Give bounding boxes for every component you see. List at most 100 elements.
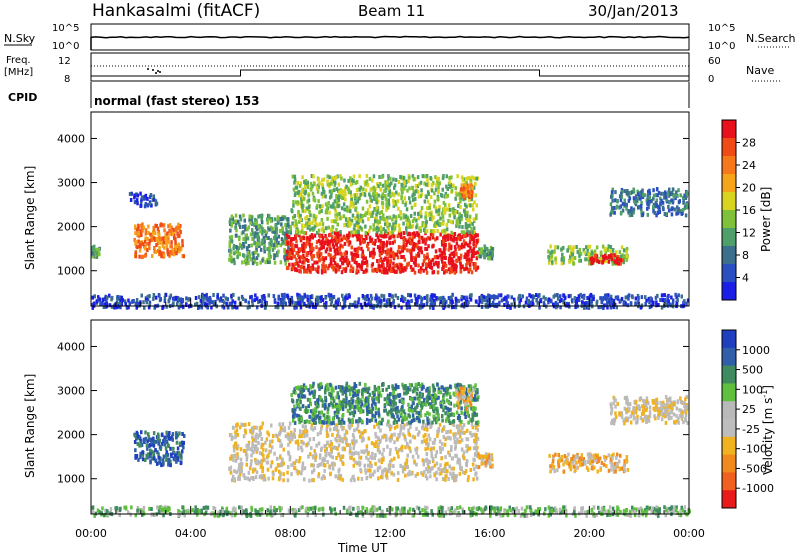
y-tick-label: 2000 [57,221,85,234]
scatter-cell [448,176,451,180]
scatter-cell [259,247,263,252]
scatter-cell [346,223,350,228]
scatter-cell [255,305,259,310]
scatter-cell [350,198,353,202]
scatter-cell [429,232,433,237]
scatter-cell [149,232,152,237]
scatter-cell [371,262,374,267]
scatter-cell [442,264,445,269]
scatter-cell [425,437,429,442]
scatter-cell [238,214,242,219]
scatter-cell [176,456,179,461]
scatter-cell [472,477,475,482]
scatter-cell [281,302,284,307]
scatter-cell [412,267,415,272]
scatter-cell [572,261,575,266]
scatter-cell [381,260,384,264]
scatter-cell [352,440,356,445]
scatter-cell [529,300,532,305]
scatter-cell [287,265,290,270]
scatter-cell [308,210,311,214]
scatter-cell [394,223,397,228]
scatter-cell [422,238,425,243]
scatter-cell [259,465,263,469]
scatter-cell [612,258,615,263]
scatter-cell [318,455,322,460]
scatter-cell [338,473,341,478]
scatter-cell [300,471,303,476]
scatter-cell [575,297,579,302]
scatter-cell [142,196,146,201]
scatter-cell [432,446,435,451]
scatter-cell [166,442,170,447]
scatter-cell [156,450,159,455]
scatter-cell [467,185,470,190]
scatter-cell [233,261,236,266]
scatter-cell [321,399,325,404]
scatter-cell [443,261,447,266]
scatter-cell [322,187,325,192]
scatter-cell [242,230,245,235]
scatter-cell [318,222,322,227]
scatter-cell [640,210,643,215]
scatter-cell [599,250,603,255]
scatter-cell [320,426,323,431]
scatter-cell [394,252,398,257]
scatter-cell [393,183,397,188]
scatter-cell [668,187,671,192]
scatter-cell [260,437,264,441]
scatter-cell [624,301,627,306]
scatter-cell [303,434,306,439]
scatter-cell [354,460,357,465]
scatter-cell [375,225,379,230]
scatter-cell [625,246,629,251]
scatter-cell [410,224,414,229]
scatter-cell [385,200,389,205]
scatter-cell [349,423,352,428]
scatter-cell [165,430,168,435]
scatter-cell [682,195,685,200]
scatter-cell [414,447,417,452]
scatter-cell [588,261,591,266]
scatter-cell [338,190,341,195]
scatter-cell [162,223,166,228]
colorbar-tick-label: 16 [742,204,756,217]
scatter-cell [491,300,495,305]
scatter-cell [643,193,646,198]
scatter-cell [401,465,405,470]
scatter-cell [251,299,254,304]
scatter-cell [388,423,391,428]
scatter-cell [321,178,324,183]
scatter-cell [251,441,254,446]
scatter-cell [284,235,287,240]
scatter-cell [281,297,285,301]
scatter-cell [325,449,328,454]
scatter-cell [458,416,462,420]
scatter-cell [433,199,437,204]
scatter-cell [367,217,370,222]
scatter-cell [137,457,140,462]
scatter-cell [628,196,632,201]
scatter-cell [426,446,430,451]
scatter-cell [345,430,349,435]
scatter-cell [406,248,409,253]
scatter-cell [160,254,163,259]
scatter-cell [459,199,462,204]
scatter-cell [342,202,346,207]
scatter-cell [127,305,130,310]
scatter-cell [441,214,445,219]
scatter-cell [449,234,453,238]
scatter-cell [367,436,371,441]
scatter-cell [414,189,418,194]
scatter-cell [400,187,403,192]
scatter-cell [348,233,351,238]
scatter-cell [582,295,586,300]
scatter-cell [461,302,464,307]
scatter-cell [612,300,615,305]
scatter-cell [352,204,355,209]
scatter-cell [395,269,399,274]
scatter-cell [379,239,382,243]
scatter-cell [437,467,441,472]
scatter-cell [369,187,372,192]
scatter-cell [104,295,107,300]
